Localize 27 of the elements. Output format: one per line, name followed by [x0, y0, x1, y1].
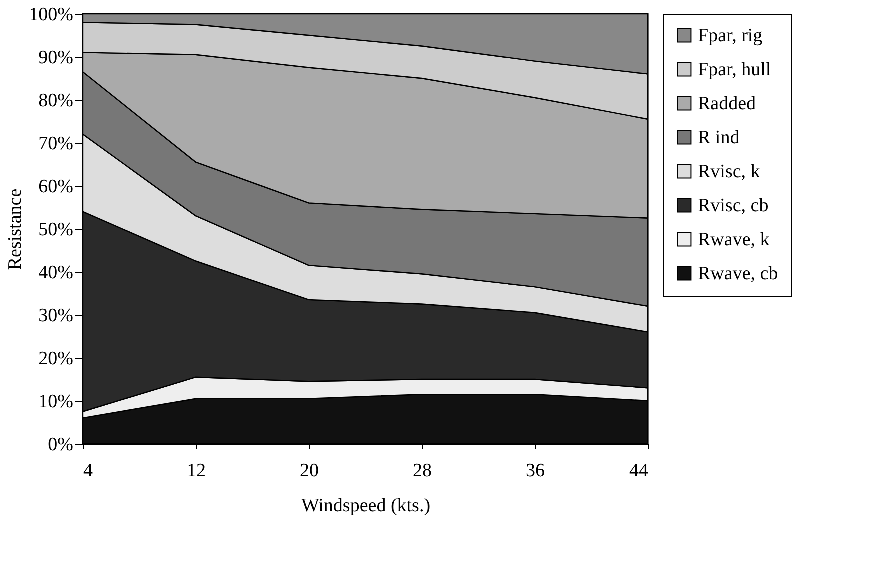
y-tick-label: 90%	[38, 48, 74, 68]
x-tick-label: 44	[630, 460, 649, 482]
y-tick-label: 70%	[38, 134, 74, 154]
legend-label: Rwave, cb	[698, 264, 778, 284]
x-axis-title: Windspeed (kts.)	[301, 496, 431, 516]
legend-label: Fpar, hull	[698, 60, 772, 80]
y-tick-label: 40%	[38, 262, 74, 284]
x-tick-label: 28	[413, 460, 432, 482]
x-tick-label: 20	[300, 460, 319, 482]
y-tick-label: 50%	[38, 220, 74, 240]
y-tick-label: 60%	[38, 176, 74, 198]
x-tick-label: 4	[84, 460, 94, 482]
y-axis-title: Resistance	[5, 188, 26, 270]
legend-label: Radded	[698, 94, 757, 114]
legend-label: Rwave, k	[698, 230, 770, 250]
legend-label: Rvisc, k	[698, 162, 761, 182]
y-tick-label: 30%	[38, 306, 74, 326]
legend-label: R ind	[698, 128, 740, 148]
y-tick-label: 80%	[38, 90, 74, 112]
x-tick-label: 36	[526, 460, 545, 482]
y-tick-label: 20%	[38, 348, 74, 370]
x-tick-label: 12	[187, 460, 206, 482]
y-tick-label: 0%	[48, 434, 74, 456]
legend-label: Fpar, rig	[698, 26, 764, 46]
y-tick-label: 10%	[38, 392, 74, 412]
legend-label: Rvisc, cb	[698, 196, 769, 216]
y-tick-label: 100%	[29, 4, 74, 26]
